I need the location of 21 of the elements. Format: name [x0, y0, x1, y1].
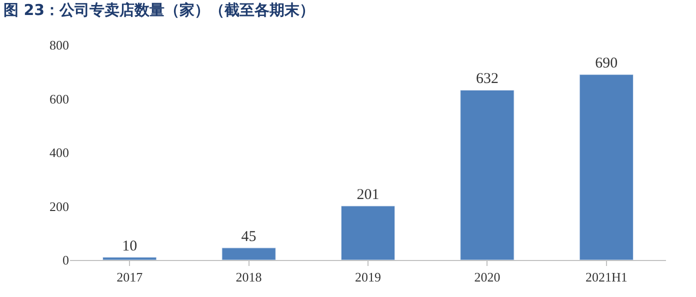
y-tick-label: 0: [62, 252, 69, 268]
x-tick-label: 2019: [355, 270, 381, 285]
bar: [460, 90, 514, 260]
y-tick-label: 800: [50, 38, 69, 53]
bar: [340, 206, 396, 260]
x-tick-label: 2017: [116, 270, 144, 285]
y-tick-label: 400: [50, 145, 69, 160]
bar: [579, 74, 634, 260]
data-label: 690: [595, 56, 618, 72]
x-tick-label: 2018: [236, 270, 262, 285]
x-tick-label: 2020: [474, 270, 500, 285]
bar: [222, 248, 276, 260]
data-label: 45: [241, 228, 256, 245]
y-tick-label: 200: [50, 198, 69, 214]
chart-title: 图 23：公司专卖店数量（家）（截至各期末）: [3, 0, 315, 19]
y-tick-label: 600: [50, 91, 69, 106]
data-label: 632: [476, 71, 498, 88]
x-tick-label: 2021H1: [585, 270, 628, 285]
data-label: 10: [122, 238, 138, 254]
bar: [102, 257, 157, 260]
data-label: 201: [356, 186, 380, 203]
